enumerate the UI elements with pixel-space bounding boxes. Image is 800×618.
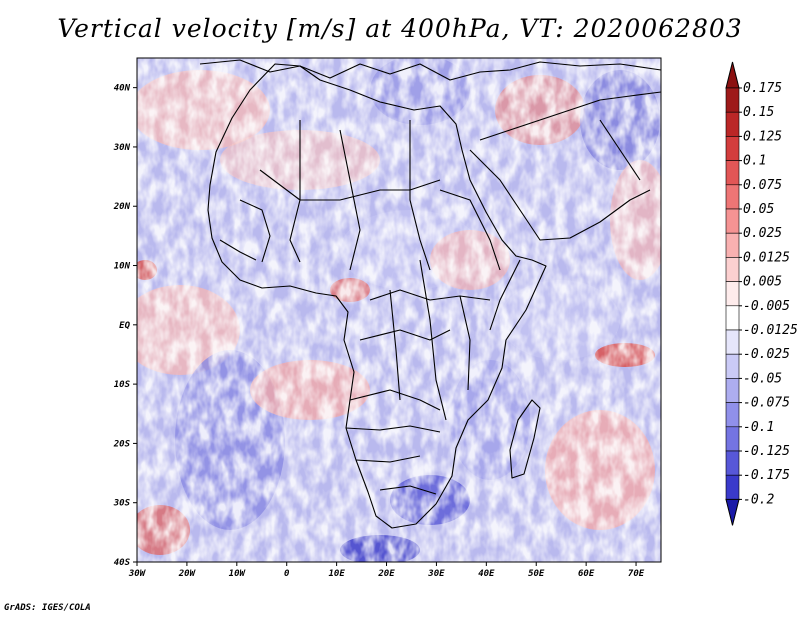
colorbar-label: -0.1 (743, 420, 774, 435)
colorbar-label: -0.025 (743, 347, 790, 362)
colorbar-swatch (725, 402, 740, 428)
map-frame (136, 57, 662, 563)
colorbar-label: 0.1 (743, 154, 766, 169)
lon-tick-label: 10E (328, 569, 345, 579)
colorbar-label: -0.2 (743, 492, 774, 507)
lon-tick-label: 70E (628, 569, 645, 579)
colorbar-swatch (725, 160, 740, 186)
colorbar-label: 0.15 (743, 105, 774, 120)
lon-tick-label: 30W (128, 569, 147, 579)
map-plot-area (137, 58, 661, 562)
lon-tick-label: 30E (427, 569, 445, 579)
lon-tick-label: 20E (377, 569, 395, 579)
chart-title: Vertical velocity [m/s] at 400hPa, VT: 2… (57, 14, 743, 43)
lon-tick-label: 0 (284, 569, 290, 579)
lon-tick-label: 50E (528, 569, 545, 579)
colorbar-swatch (725, 136, 740, 161)
lon-tick-label: 10W (229, 569, 247, 579)
lat-tick-label: 30S (113, 499, 131, 509)
colorbar-swatch (725, 111, 740, 137)
colorbar-swatch (725, 87, 740, 113)
longitude-axis: 30W 20W 10W 0 10E 20E 30E 40E 50E 60E 70E (128, 562, 645, 579)
colorbar-swatch (725, 426, 740, 452)
lat-tick-label: 40N (114, 84, 131, 94)
colorbar-label: 0.0125 (743, 250, 790, 265)
software-credit: GrADS: IGES/COLA (4, 603, 91, 613)
colorbar-top-arrow (725, 61, 740, 89)
lon-tick-label: 60E (578, 569, 595, 579)
colorbar-swatch (725, 184, 740, 210)
colorbar-label: -0.175 (743, 468, 790, 483)
colorbar: 0.175 0.15 0.125 0.1 0.075 0.05 0.025 0.0125 0.0… (725, 61, 798, 526)
colorbar-bottom-arrow (725, 498, 740, 526)
colorbar-swatch (725, 474, 740, 500)
colorbar-swatch (725, 257, 740, 282)
lon-tick-label: 40E (478, 569, 495, 579)
colorbar-swatch (725, 329, 740, 355)
lat-tick-label: 30N (113, 143, 131, 153)
map-speckle-texture (137, 58, 661, 562)
colorbar-label: 0.075 (743, 178, 782, 193)
lat-tick-label: 20N (113, 202, 131, 212)
colorbar-label: -0.125 (743, 444, 790, 459)
colorbar-swatch (725, 378, 740, 403)
lat-tick-label: 10N (114, 262, 131, 272)
colorbar-swatch (725, 208, 740, 234)
lat-tick-label: EQ (119, 321, 130, 331)
colorbar-swatch (725, 353, 740, 379)
lat-tick-label: 20S (113, 439, 131, 449)
colorbar-label: -0.0125 (743, 323, 798, 338)
colorbar-label: 0.125 (743, 129, 782, 144)
lon-tick-label: 20W (178, 569, 197, 579)
colorbar-swatch (725, 450, 740, 476)
colorbar-label: -0.075 (743, 396, 790, 411)
colorbar-swatch (725, 232, 740, 258)
colorbar-label: -0.05 (743, 371, 782, 386)
colorbar-label: 0.05 (743, 202, 774, 217)
colorbar-label: 0.175 (743, 81, 782, 96)
latitude-axis: 40N 30N 20N 10N EQ 10S 20S 30S 40S (113, 84, 137, 568)
colorbar-label: 0.025 (743, 226, 782, 241)
coastlines-and-borders (199, 59, 661, 529)
colorbar-swatch (725, 305, 740, 331)
lat-tick-label: 40S (114, 558, 131, 568)
colorbar-label: 0.005 (743, 275, 782, 290)
colorbar-label: -0.005 (743, 299, 790, 314)
lat-tick-label: 10S (114, 380, 131, 390)
colorbar-swatch (725, 281, 740, 307)
